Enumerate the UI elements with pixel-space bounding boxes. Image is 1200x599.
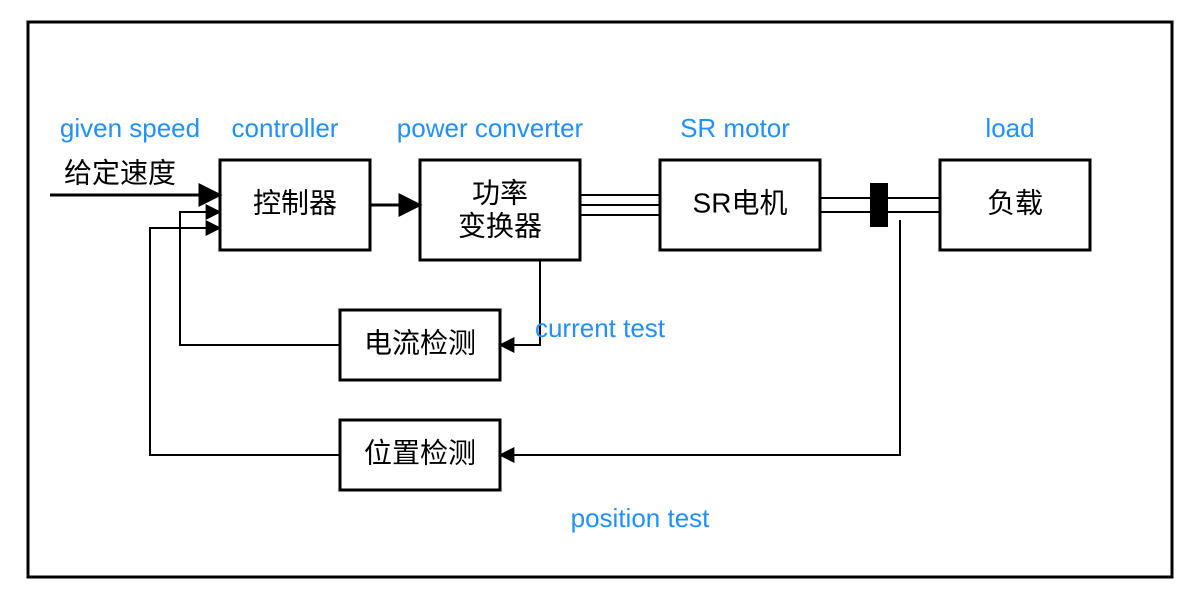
position-test-label-en: position test (571, 503, 711, 533)
load-label-en: load (985, 113, 1034, 143)
block-diagram: 控制器 controller 功率变换器 power converter SR电机 SR … (0, 0, 1200, 599)
position-test-label-cn: 位置检测 (364, 437, 476, 468)
current-test-label-cn: 电流检测 (364, 327, 476, 358)
given-speed-label-cn: 给定速度 (64, 157, 176, 188)
current-test-label-en: current test (535, 313, 666, 343)
controller-label-cn: 控制器 (253, 187, 337, 218)
wire-position-feedback-out (150, 228, 340, 455)
power-converter-label-en: power converter (397, 113, 584, 143)
power-converter-label-cn-2: 变换器 (458, 210, 542, 241)
shaft-coupling (870, 183, 888, 227)
load-label-cn: 负载 (987, 187, 1043, 218)
outer-frame (28, 22, 1172, 577)
power-converter-label-cn-1: 功率 (472, 177, 528, 208)
sr-motor-label-cn: SR电机 (693, 187, 788, 218)
given-speed-label-en: given speed (60, 113, 200, 143)
sr-motor-label-en: SR motor (680, 113, 790, 143)
controller-label-en: controller (232, 113, 339, 143)
